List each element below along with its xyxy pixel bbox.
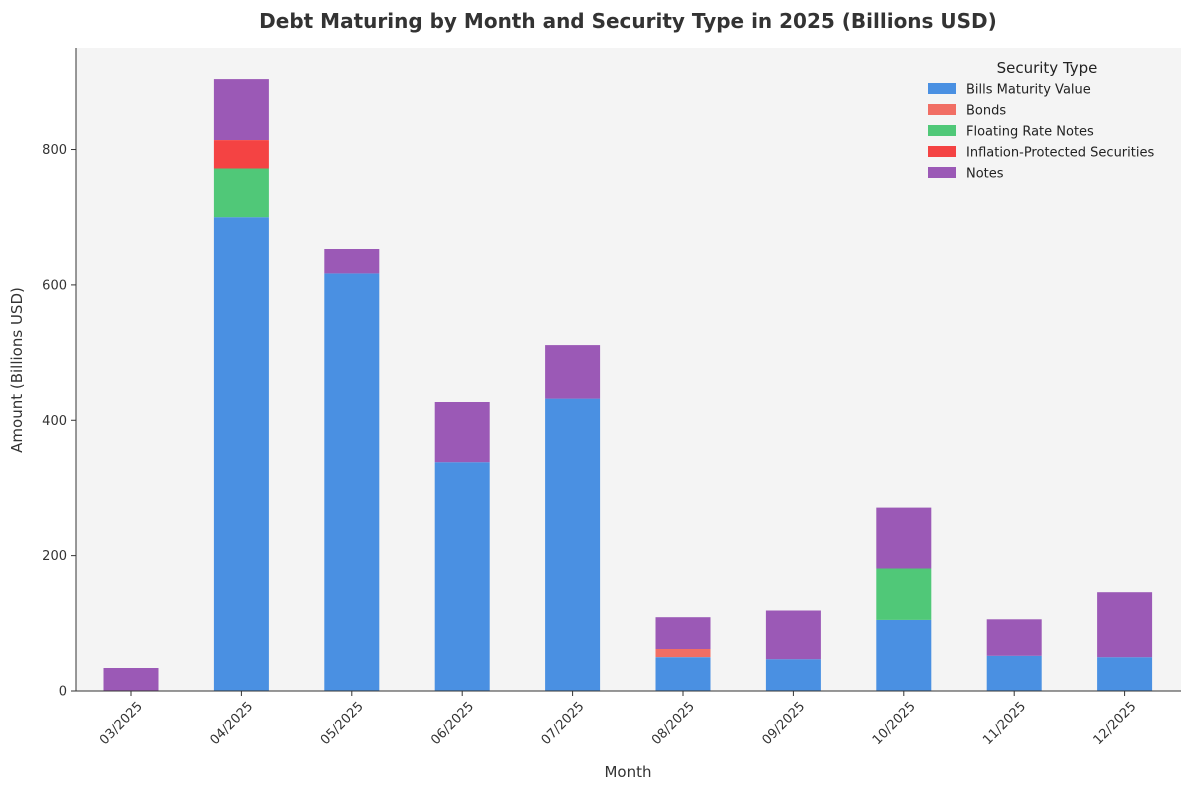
bar-04-2025-series-0 <box>213 217 269 691</box>
bar-04-2025-series-2 <box>213 168 269 218</box>
x-tick-label: 12/2025 <box>1091 699 1140 748</box>
bar-08-2025-series-0 <box>655 657 711 691</box>
y-tick-label: 400 <box>42 414 67 429</box>
legend-entry: Bonds <box>966 104 1006 119</box>
x-tick-label: 10/2025 <box>870 699 919 748</box>
y-tick-label: 600 <box>42 278 67 293</box>
x-tick-label: 07/2025 <box>539 699 588 748</box>
bar-11-2025-series-0 <box>986 655 1042 691</box>
bar-05-2025-series-4 <box>324 249 380 274</box>
legend: Security Type Bills Maturity Value Bonds F… <box>928 59 1154 182</box>
x-tick-label: 03/2025 <box>97 699 146 748</box>
x-axis-label: Month <box>604 763 651 781</box>
x-tick-label: 06/2025 <box>428 699 477 748</box>
legend-swatch <box>928 167 956 178</box>
bar-08-2025-series-1 <box>655 649 711 658</box>
x-tick-label: 04/2025 <box>207 699 256 748</box>
bars-layer <box>103 79 1153 691</box>
x-tick-label: 08/2025 <box>649 699 698 748</box>
bar-12-2025-series-4 <box>1097 592 1153 658</box>
bar-08-2025-series-4 <box>655 617 711 649</box>
x-tick-label: 05/2025 <box>318 699 367 748</box>
y-axis: 0 200 400 600 800 <box>42 143 76 700</box>
y-tick-label: 800 <box>42 143 67 158</box>
legend-entry: Notes <box>966 167 1004 182</box>
x-axis: 03/2025 04/2025 05/2025 06/2025 07/2025 08/20… <box>97 691 1139 748</box>
bar-05-2025-series-0 <box>324 273 380 691</box>
bar-11-2025-series-4 <box>986 619 1042 656</box>
x-tick-label: 09/2025 <box>759 699 808 748</box>
legend-swatch <box>928 125 956 136</box>
bar-12-2025-series-0 <box>1097 657 1153 691</box>
bar-07-2025-series-0 <box>545 398 601 691</box>
legend-entry: Floating Rate Notes <box>966 125 1094 140</box>
bar-04-2025-series-3 <box>213 140 269 169</box>
legend-swatch <box>928 83 956 94</box>
bar-03-2025-series-4 <box>103 668 159 691</box>
legend-entry: Inflation-Protected Securities <box>966 146 1154 161</box>
bar-09-2025-series-0 <box>765 659 821 691</box>
legend-entry: Bills Maturity Value <box>966 83 1091 98</box>
bar-10-2025-series-4 <box>876 507 932 569</box>
bar-07-2025-series-4 <box>545 345 601 399</box>
legend-title: Security Type <box>997 59 1098 77</box>
legend-swatch <box>928 104 956 115</box>
legend-swatch <box>928 146 956 157</box>
bar-09-2025-series-4 <box>765 610 821 660</box>
legend-items: Bills Maturity Value Bonds Floating Rate N… <box>928 83 1154 182</box>
bar-10-2025-series-2 <box>876 568 932 620</box>
y-axis-label: Amount (Billions USD) <box>8 287 26 453</box>
y-tick-label: 200 <box>42 549 67 564</box>
y-tick-label: 0 <box>59 685 67 700</box>
bar-04-2025-series-4 <box>213 79 269 140</box>
chart-title: Debt Maturing by Month and Security Type… <box>259 9 997 33</box>
bar-06-2025-series-4 <box>434 402 490 463</box>
bar-10-2025-series-0 <box>876 619 932 691</box>
x-tick-label: 11/2025 <box>980 699 1029 748</box>
bar-06-2025-series-0 <box>434 462 490 691</box>
